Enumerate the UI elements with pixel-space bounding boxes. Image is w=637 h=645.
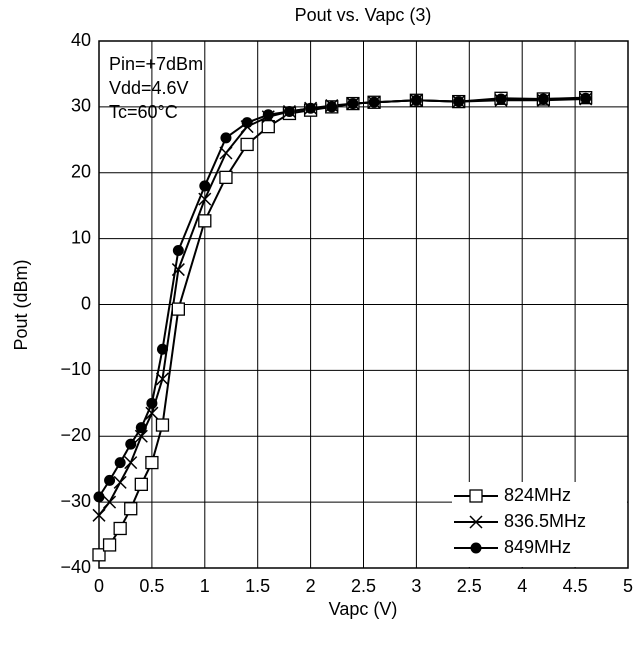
marker xyxy=(347,98,359,110)
x-tick-label: 5 xyxy=(623,576,633,596)
y-tick-label: 40 xyxy=(71,30,91,50)
marker xyxy=(92,508,106,522)
legend-label: 849MHz xyxy=(504,537,571,557)
marker xyxy=(134,477,148,491)
marker xyxy=(219,170,233,185)
marker xyxy=(240,137,254,152)
annotation: Pin=+7dBm xyxy=(109,54,203,74)
legend-marker xyxy=(470,542,482,554)
x-tick-label: 0 xyxy=(94,576,104,596)
marker xyxy=(155,372,170,386)
y-tick-label: 0 xyxy=(81,293,91,313)
y-tick-label: 10 xyxy=(71,227,91,247)
marker xyxy=(114,457,126,469)
legend-label: 824MHz xyxy=(504,485,571,505)
annotation: Tc=60°C xyxy=(109,102,178,122)
marker xyxy=(261,119,275,134)
marker xyxy=(135,422,147,434)
marker xyxy=(155,418,170,432)
series-line xyxy=(98,97,586,498)
x-tick-label: 1.5 xyxy=(245,576,270,596)
marker xyxy=(199,180,211,192)
marker xyxy=(537,93,549,105)
marker xyxy=(113,521,127,536)
x-tick-label: 4 xyxy=(517,576,527,596)
marker xyxy=(124,502,138,516)
marker xyxy=(113,475,127,489)
marker xyxy=(453,96,465,108)
legend-marker xyxy=(469,489,483,503)
x-tick-label: 0.5 xyxy=(139,576,164,596)
marker xyxy=(92,548,106,562)
marker xyxy=(219,146,233,160)
x-tick-label: 2.5 xyxy=(457,576,482,596)
y-tick-label: 30 xyxy=(71,96,91,116)
marker xyxy=(124,456,138,470)
marker xyxy=(368,96,380,108)
marker xyxy=(495,93,507,105)
x-axis-label: Vapc (V) xyxy=(329,599,398,619)
marker xyxy=(134,429,148,443)
marker xyxy=(198,192,212,206)
y-tick-label: −10 xyxy=(60,359,91,379)
marker xyxy=(262,109,274,121)
marker xyxy=(198,214,212,228)
marker xyxy=(93,491,105,503)
marker xyxy=(145,455,159,470)
marker xyxy=(102,538,117,552)
marker xyxy=(326,101,338,113)
chart-title: Pout vs. Vapc (3) xyxy=(295,5,432,25)
marker xyxy=(172,244,184,256)
y-tick-label: −40 xyxy=(60,557,91,577)
marker xyxy=(103,495,117,509)
annotation: Vdd=4.6V xyxy=(109,78,189,98)
x-tick-label: 2.5 xyxy=(351,576,376,596)
marker xyxy=(145,406,159,420)
marker xyxy=(156,343,168,355)
legend-marker xyxy=(469,515,483,529)
legend-label: 836.5MHz xyxy=(504,511,586,531)
marker xyxy=(410,94,422,106)
x-tick-label: 2 xyxy=(306,576,316,596)
marker xyxy=(104,474,116,486)
marker xyxy=(125,438,137,450)
x-tick-label: 4.5 xyxy=(563,576,588,596)
x-tick-label: 3 xyxy=(411,576,421,596)
y-tick-label: −20 xyxy=(60,425,91,445)
marker xyxy=(283,105,295,117)
marker xyxy=(171,302,186,316)
marker xyxy=(241,117,253,129)
y-tick-label: 20 xyxy=(71,162,91,182)
y-tick-label: −30 xyxy=(60,491,91,511)
marker xyxy=(146,397,158,409)
marker xyxy=(171,263,185,277)
marker xyxy=(220,132,232,144)
marker xyxy=(580,92,592,104)
marker xyxy=(305,102,317,114)
x-tick-label: 1 xyxy=(200,576,210,596)
y-axis-label: Pout (dBm) xyxy=(11,259,31,350)
